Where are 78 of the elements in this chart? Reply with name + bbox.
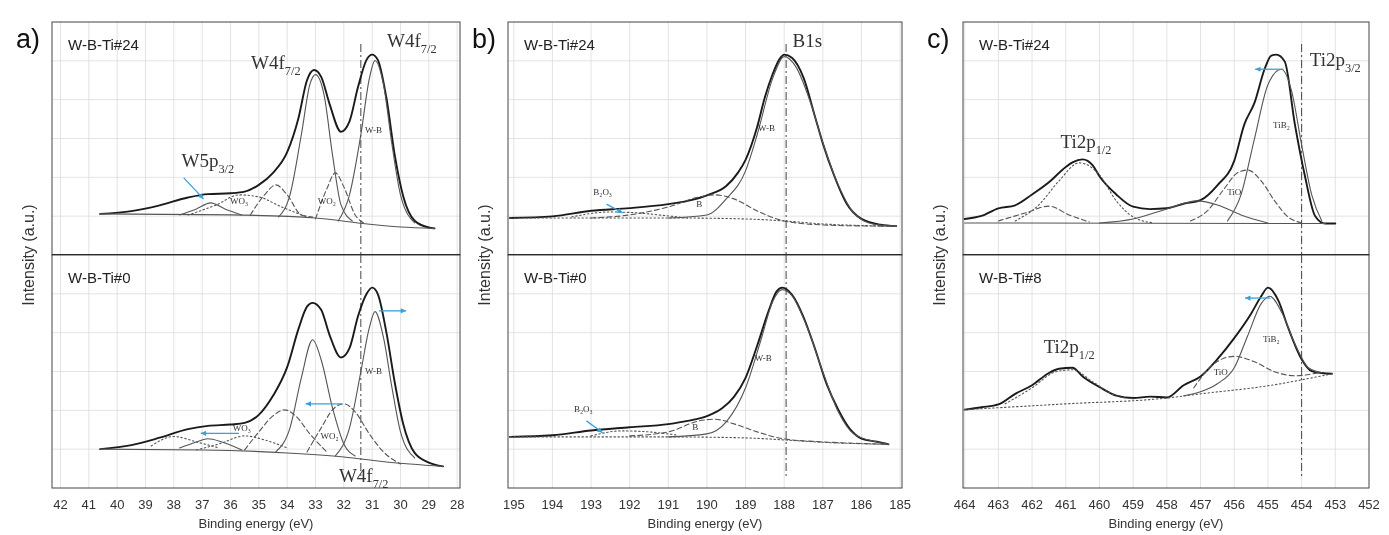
- x-axis-title: Binding energy (eV): [1108, 516, 1224, 531]
- text: B1s: [792, 29, 823, 51]
- x-tick-label: 454: [1290, 497, 1313, 512]
- x-tick-label: 39: [138, 497, 153, 512]
- x-tick-label: 455: [1257, 497, 1279, 512]
- y-axis-title: Intensity (a.u.): [476, 204, 493, 306]
- x-tick-label: 452: [1358, 497, 1380, 512]
- annotation: TiB₂: [1272, 119, 1290, 130]
- x-tick-label: 33: [308, 497, 323, 512]
- x-tick-label: 190: [696, 497, 718, 512]
- annotation: WO₃: [232, 423, 251, 434]
- x-tick-label: 191: [657, 497, 680, 512]
- annotation: W4f$_{7/2}$: [387, 29, 437, 56]
- x-tick-label: 456: [1223, 497, 1246, 512]
- annotation: B₂O₃: [573, 403, 593, 414]
- x-tick-label: 189: [734, 497, 757, 512]
- annotation: Ti2p$_{1/2}$: [1060, 131, 1112, 158]
- x-tick-label: 464: [953, 497, 976, 512]
- x-tick-label: 459: [1122, 497, 1144, 512]
- x-tick-label: 453: [1324, 497, 1347, 512]
- annotation: B₂O₃: [593, 186, 613, 197]
- x-tick-label: 42: [53, 497, 68, 512]
- x-tick-label: 458: [1155, 497, 1178, 512]
- x-tick-label: 37: [194, 497, 210, 512]
- annotation: Ti2p$_{3/2}$: [1309, 48, 1361, 75]
- x-tick-label: 30: [393, 497, 408, 512]
- annotation: W4f$_{7/2}$: [251, 52, 301, 78]
- annotation: W-B: [365, 365, 383, 376]
- x-tick-label: 194: [541, 497, 564, 512]
- x-axis-title: Binding energy (eV): [647, 516, 763, 531]
- x-tick-label: 461: [1054, 497, 1077, 512]
- x-tick-label: 186: [850, 497, 873, 512]
- x-tick-label: 35: [251, 497, 267, 512]
- annotation: TiB₂: [1262, 333, 1280, 344]
- annotation: TiO: [1227, 186, 1242, 197]
- y-axis-title: Intensity (a.u.): [931, 204, 948, 306]
- x-tick-label: 462: [1021, 497, 1043, 512]
- annotation: W5p$_{3/2}$: [181, 150, 235, 176]
- annotation: B: [696, 198, 703, 209]
- text: b): [472, 24, 497, 54]
- chart-title: W-B-Ti#0: [68, 269, 131, 286]
- x-tick-label: 185: [889, 497, 911, 512]
- x-tick-label: 193: [580, 497, 602, 512]
- chart-title: W-B-Ti#8: [979, 269, 1042, 286]
- x-tick-label: 36: [223, 497, 238, 512]
- annotation: WO₂: [317, 195, 336, 206]
- text: c): [927, 24, 950, 54]
- x-tick-label: 187: [811, 497, 834, 512]
- x-tick-label: 188: [773, 497, 796, 512]
- x-tick-label: 38: [166, 497, 182, 512]
- x-tick-label: 460: [1088, 497, 1111, 512]
- x-tick-label: 463: [987, 497, 1010, 512]
- y-axis-title: Intensity (a.u.): [20, 204, 37, 306]
- annotation: WO₃: [229, 195, 249, 206]
- chart-title: W-B-Ti#24: [524, 36, 595, 53]
- annotation: WO₂: [320, 431, 339, 442]
- x-tick-label: 32: [336, 497, 352, 512]
- chart-title: W-B-Ti#24: [979, 36, 1050, 53]
- x-tick-label: 29: [421, 497, 437, 512]
- text: a): [16, 24, 41, 54]
- x-tick-label: 195: [502, 497, 525, 512]
- chart-title: W-B-Ti#0: [524, 269, 587, 286]
- x-tick-label: 192: [618, 497, 641, 512]
- annotation: W4f$_{7/2}$: [338, 465, 389, 491]
- x-tick-label: 41: [81, 497, 97, 512]
- annotation: Ti2p$_{1/2}$: [1043, 335, 1095, 362]
- x-tick-label: 40: [109, 497, 125, 512]
- annotation: W-B: [365, 124, 383, 135]
- x-tick-label: 31: [364, 497, 380, 512]
- x-tick-label: 34: [279, 497, 295, 512]
- annotation: W-B: [757, 122, 775, 133]
- chart-title: W-B-Ti#24: [68, 36, 139, 53]
- x-axis-title: Binding energy (eV): [198, 516, 314, 531]
- annotation: W-B: [754, 352, 772, 363]
- x-tick-label: 457: [1189, 497, 1212, 512]
- annotation: B: [692, 421, 699, 432]
- x-tick-label: 28: [449, 497, 465, 512]
- annotation: TiO: [1213, 367, 1229, 378]
